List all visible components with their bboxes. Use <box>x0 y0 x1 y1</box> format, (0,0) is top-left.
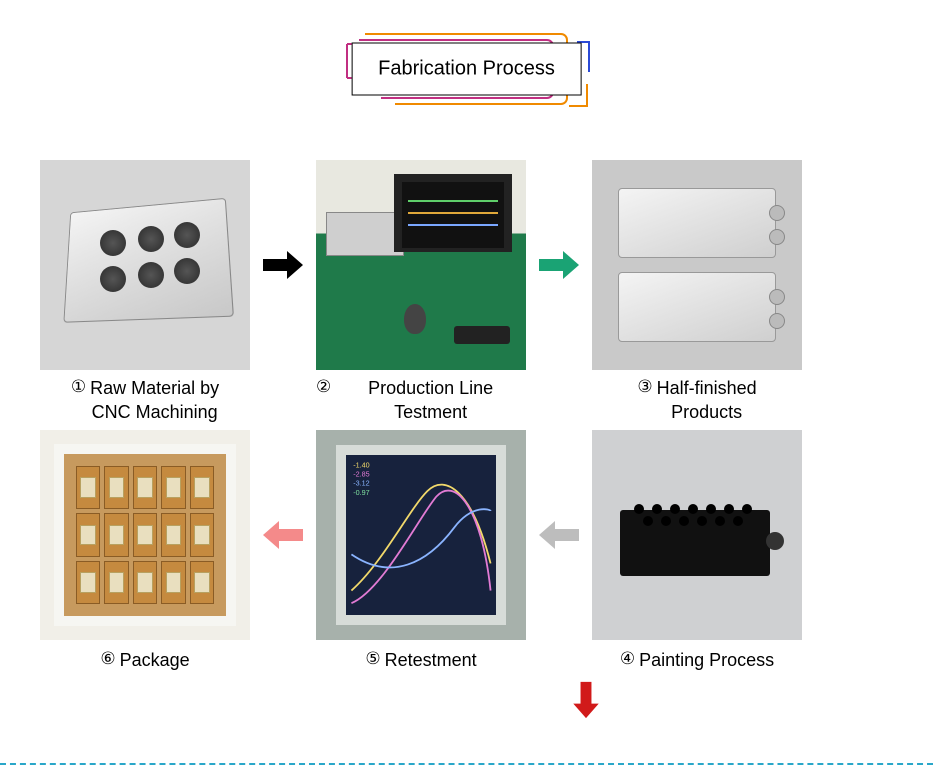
step-3-num: ③ <box>637 376 652 425</box>
step-5-num: ⑤ <box>365 648 380 672</box>
step-4-num: ④ <box>620 648 635 672</box>
step-1-num: ① <box>71 376 86 425</box>
svg-text:-3.12: -3.12 <box>353 479 369 488</box>
process-grid: ① Raw Material by CNC Machining ② Produc… <box>40 160 895 720</box>
step-6-label: Package <box>120 648 190 672</box>
step-4-image <box>592 430 802 640</box>
arrow-1-2 <box>261 245 305 285</box>
step-4-label: Painting Process <box>639 648 774 672</box>
step-1-caption: ① Raw Material by CNC Machining <box>71 376 219 425</box>
svg-text:-1.40: -1.40 <box>353 461 369 470</box>
step-2-caption: ② Production Line Testment <box>316 376 526 425</box>
step-1-image <box>40 160 250 370</box>
step-3-caption: ③ Half-finished Products <box>637 376 756 425</box>
arrow-5-6 <box>261 515 305 555</box>
step-2-image <box>316 160 526 370</box>
step-4-caption: ④ Painting Process <box>620 648 774 672</box>
step-6-caption: ⑥ Package <box>100 648 189 672</box>
page-title: Fabrication Process <box>351 43 582 96</box>
step-5-label: Retestment <box>385 648 477 672</box>
step-6-num: ⑥ <box>100 648 115 672</box>
step-5-caption: ⑤ Retestment <box>365 648 476 672</box>
arrow-4-5 <box>537 515 581 555</box>
step-2-num: ② <box>316 376 331 425</box>
footer-dash <box>0 763 933 765</box>
step-5-image: -1.40 -2.85 -3.12 -0.97 <box>316 430 526 640</box>
title-frame: Fabrication Process <box>337 14 597 124</box>
step-3-label: Half-finished Products <box>657 376 757 425</box>
svg-text:-0.97: -0.97 <box>353 488 369 497</box>
arrow-2-3 <box>537 245 581 285</box>
step-6-image <box>40 430 250 640</box>
arrow-3-4 <box>564 680 608 720</box>
step-1-label: Raw Material by CNC Machining <box>90 376 219 425</box>
step-2-label: Production Line Testment <box>335 376 526 425</box>
step-3-image <box>592 160 802 370</box>
svg-text:-2.85: -2.85 <box>353 470 369 479</box>
